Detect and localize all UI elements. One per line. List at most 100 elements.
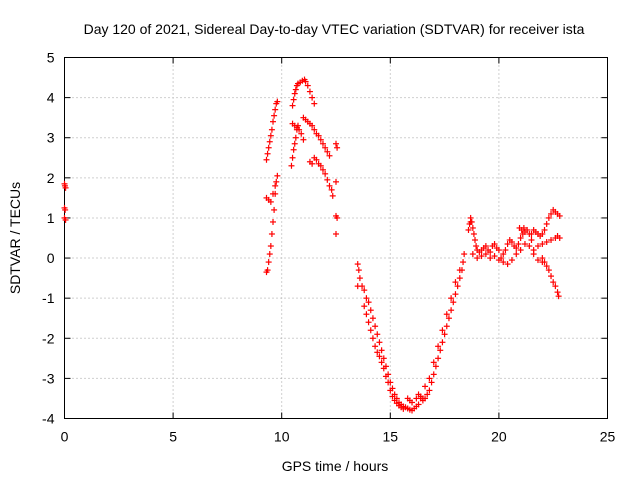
data-point bbox=[555, 293, 562, 300]
x-tick-label: 10 bbox=[274, 429, 290, 445]
data-point bbox=[290, 96, 297, 103]
data-point bbox=[528, 230, 535, 237]
data-point bbox=[400, 405, 407, 412]
data-point bbox=[272, 106, 279, 113]
data-point bbox=[495, 247, 502, 254]
data-point bbox=[508, 257, 515, 264]
data-point bbox=[333, 140, 339, 147]
data-point bbox=[548, 210, 555, 217]
data-point bbox=[461, 251, 468, 258]
data-point bbox=[329, 192, 336, 199]
data-point bbox=[504, 241, 511, 248]
data-point bbox=[530, 247, 537, 254]
data-point bbox=[274, 98, 281, 105]
data-point bbox=[361, 303, 368, 310]
data-point bbox=[441, 331, 448, 338]
data-point bbox=[355, 267, 362, 274]
y-tick-label: 0 bbox=[47, 250, 55, 266]
data-point bbox=[289, 154, 296, 161]
x-tick-label: 15 bbox=[383, 429, 399, 445]
data-point bbox=[437, 347, 444, 354]
data-point bbox=[543, 220, 550, 227]
data-points bbox=[61, 76, 563, 414]
y-tick-label: 4 bbox=[47, 90, 55, 106]
data-point bbox=[369, 335, 376, 342]
x-tick-label: 25 bbox=[600, 429, 616, 445]
data-point bbox=[309, 160, 316, 167]
data-point bbox=[328, 186, 335, 193]
data-point bbox=[326, 182, 333, 189]
data-point bbox=[521, 241, 528, 248]
data-point bbox=[445, 315, 452, 322]
data-point bbox=[513, 245, 520, 252]
data-point bbox=[290, 146, 297, 153]
data-point bbox=[426, 375, 433, 382]
y-tick-label: -4 bbox=[42, 411, 55, 427]
data-point bbox=[317, 136, 324, 143]
data-point bbox=[430, 359, 437, 366]
data-point bbox=[267, 198, 274, 205]
data-point bbox=[274, 172, 281, 179]
data-point bbox=[324, 148, 331, 155]
data-point bbox=[372, 343, 379, 350]
data-point bbox=[369, 315, 376, 322]
data-point bbox=[273, 178, 280, 185]
data-point bbox=[267, 132, 274, 139]
y-tick-label: 2 bbox=[47, 170, 55, 186]
data-point bbox=[365, 299, 372, 306]
data-point bbox=[270, 218, 277, 225]
data-point bbox=[378, 347, 385, 354]
data-point bbox=[326, 152, 333, 159]
data-point bbox=[322, 170, 329, 177]
data-point bbox=[467, 218, 474, 225]
data-point bbox=[470, 230, 477, 237]
data-point bbox=[556, 235, 563, 241]
data-point bbox=[517, 247, 524, 254]
data-point bbox=[374, 349, 381, 356]
data-point bbox=[482, 243, 489, 250]
data-point bbox=[539, 255, 546, 262]
data-point bbox=[378, 359, 385, 366]
data-point bbox=[376, 353, 383, 360]
data-point bbox=[443, 323, 450, 330]
data-point bbox=[289, 102, 296, 109]
data-point bbox=[265, 144, 272, 151]
data-point bbox=[389, 393, 396, 400]
data-point bbox=[367, 327, 374, 334]
data-point bbox=[365, 319, 372, 326]
data-point bbox=[356, 275, 363, 282]
data-point bbox=[472, 237, 479, 244]
data-point bbox=[387, 387, 394, 394]
data-point bbox=[268, 126, 275, 133]
data-point bbox=[415, 401, 422, 408]
data-point bbox=[448, 307, 455, 314]
data-point bbox=[539, 230, 546, 237]
data-point bbox=[292, 134, 299, 141]
data-point bbox=[465, 226, 472, 233]
data-point bbox=[439, 327, 446, 334]
data-point bbox=[526, 243, 533, 250]
data-point bbox=[265, 259, 272, 266]
data-point bbox=[550, 279, 557, 286]
data-point bbox=[520, 224, 527, 231]
data-point bbox=[292, 86, 299, 93]
data-point bbox=[304, 82, 311, 89]
data-point bbox=[263, 156, 270, 163]
x-tick-label: 0 bbox=[61, 429, 69, 445]
data-point bbox=[374, 331, 381, 338]
data-point bbox=[456, 267, 463, 274]
data-point bbox=[452, 279, 459, 286]
data-point bbox=[334, 144, 341, 151]
y-tick-label: 5 bbox=[47, 50, 55, 66]
data-point bbox=[376, 339, 383, 346]
data-point bbox=[270, 118, 277, 125]
data-point bbox=[545, 214, 552, 221]
data-point bbox=[450, 299, 457, 306]
data-point bbox=[524, 226, 531, 233]
data-point bbox=[541, 226, 548, 233]
data-point bbox=[359, 283, 366, 290]
data-point bbox=[333, 178, 339, 185]
data-point bbox=[272, 182, 279, 189]
data-point bbox=[266, 251, 273, 258]
